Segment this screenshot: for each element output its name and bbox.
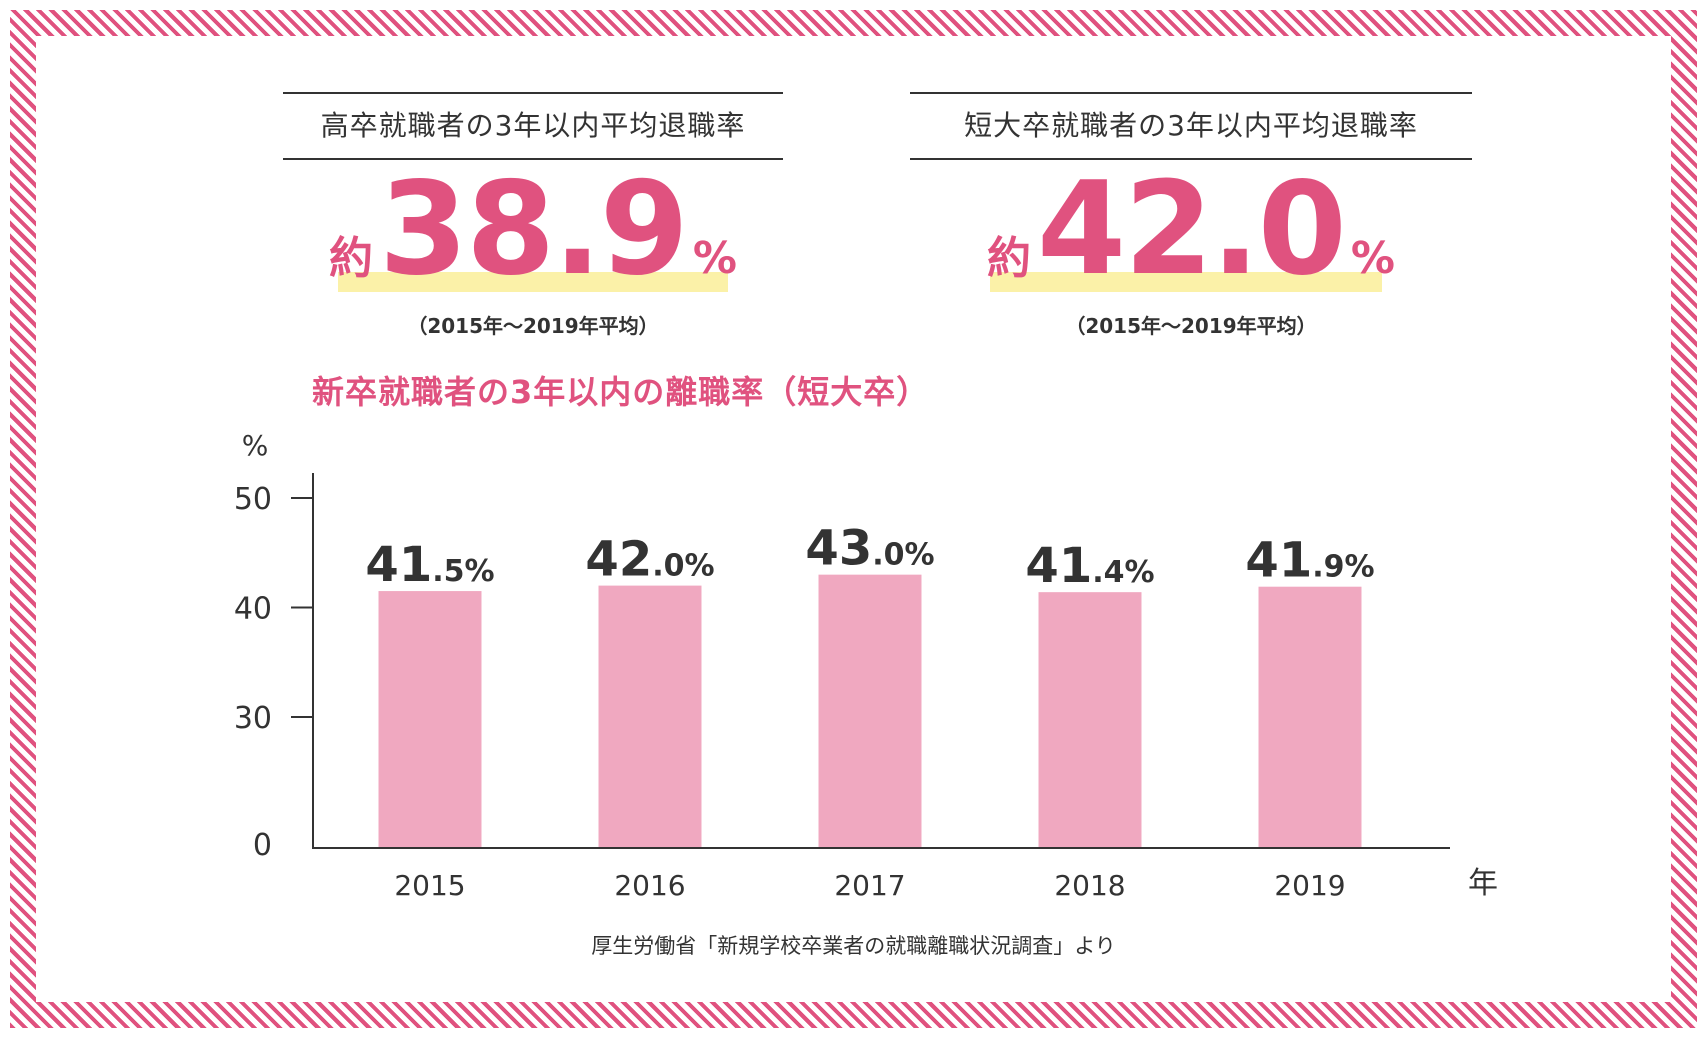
stat-box-high-school: 高卒就職者の3年以内平均退職率 約38.9% （2015年～2019年平均） bbox=[283, 92, 783, 339]
source-note: 厚生労働省「新規学校卒業者の就職離職状況調査」より bbox=[591, 934, 1116, 958]
bar-value-label-2018: 41.4% bbox=[1025, 538, 1154, 594]
stat-heading: 高卒就職者の3年以内平均退職率 bbox=[283, 92, 783, 160]
x-tick-label-2019: 2019 bbox=[1274, 869, 1345, 902]
approx-label: 約 bbox=[987, 233, 1032, 284]
bar-value-label-2016: 42.0% bbox=[585, 532, 714, 588]
stat-value-row: 約38.9% bbox=[283, 160, 783, 300]
bar-value-label-2015: 41.5% bbox=[365, 537, 494, 593]
stat-period: （2015年～2019年平均） bbox=[407, 314, 659, 338]
highlight-marker bbox=[990, 272, 1382, 292]
percent-unit: % bbox=[1350, 233, 1395, 284]
bar-value-decimal: .5% bbox=[432, 554, 494, 589]
x-axis-unit-label: 年 bbox=[1468, 866, 1498, 901]
stat-heading: 短大卒就職者の3年以内平均退職率 bbox=[910, 92, 1472, 160]
stat-value: 約42.0% bbox=[910, 160, 1472, 300]
highlight-marker bbox=[338, 272, 728, 292]
stat-number: 42.0 bbox=[1037, 155, 1347, 304]
bar-value-decimal: .9% bbox=[1312, 550, 1374, 585]
bar-value-label-2017: 43.0% bbox=[805, 521, 934, 577]
y-axis-unit-label: % bbox=[242, 429, 269, 462]
bar-2016 bbox=[598, 585, 702, 848]
stat-box-junior-college: 短大卒就職者の3年以内平均退職率 約42.0% （2015年～2019年平均） bbox=[910, 92, 1472, 339]
bar-value-integer: 41 bbox=[1245, 533, 1312, 589]
chart-title: 新卒就職者の3年以内の離職率（短大卒） bbox=[312, 373, 930, 411]
bar-2017 bbox=[818, 574, 922, 848]
x-tick-label-2017: 2017 bbox=[834, 869, 905, 902]
bar-value-integer: 43 bbox=[805, 521, 872, 577]
x-tick-label-2016: 2016 bbox=[614, 869, 685, 902]
bar-value-integer: 41 bbox=[365, 537, 432, 593]
bar-2019 bbox=[1258, 586, 1362, 848]
stat-number: 38.9 bbox=[379, 155, 689, 304]
bar-2018 bbox=[1038, 592, 1142, 848]
bar-2015 bbox=[378, 591, 482, 848]
bar-value-decimal: .0% bbox=[652, 549, 714, 584]
bar-value-integer: 41 bbox=[1025, 538, 1092, 594]
bar-value-label-2019: 41.9% bbox=[1245, 533, 1374, 589]
stat-value: 約38.9% bbox=[283, 160, 783, 300]
approx-label: 約 bbox=[329, 233, 374, 284]
y-tick-label-50: 50 bbox=[234, 482, 272, 517]
y-tick-label-30: 30 bbox=[234, 701, 272, 736]
striped-border-frame bbox=[10, 10, 1697, 1028]
bar-value-integer: 42 bbox=[585, 532, 652, 588]
y-tick-label-0: 0 bbox=[253, 828, 272, 863]
x-tick-label-2018: 2018 bbox=[1054, 869, 1125, 902]
stat-period: （2015年～2019年平均） bbox=[1065, 314, 1317, 338]
stat-value-row: 約42.0% bbox=[910, 160, 1472, 300]
x-tick-label-2015: 2015 bbox=[394, 869, 465, 902]
bar-value-decimal: .0% bbox=[872, 538, 934, 573]
bar-value-decimal: .4% bbox=[1092, 555, 1154, 590]
y-tick-label-40: 40 bbox=[234, 592, 272, 627]
percent-unit: % bbox=[692, 233, 737, 284]
